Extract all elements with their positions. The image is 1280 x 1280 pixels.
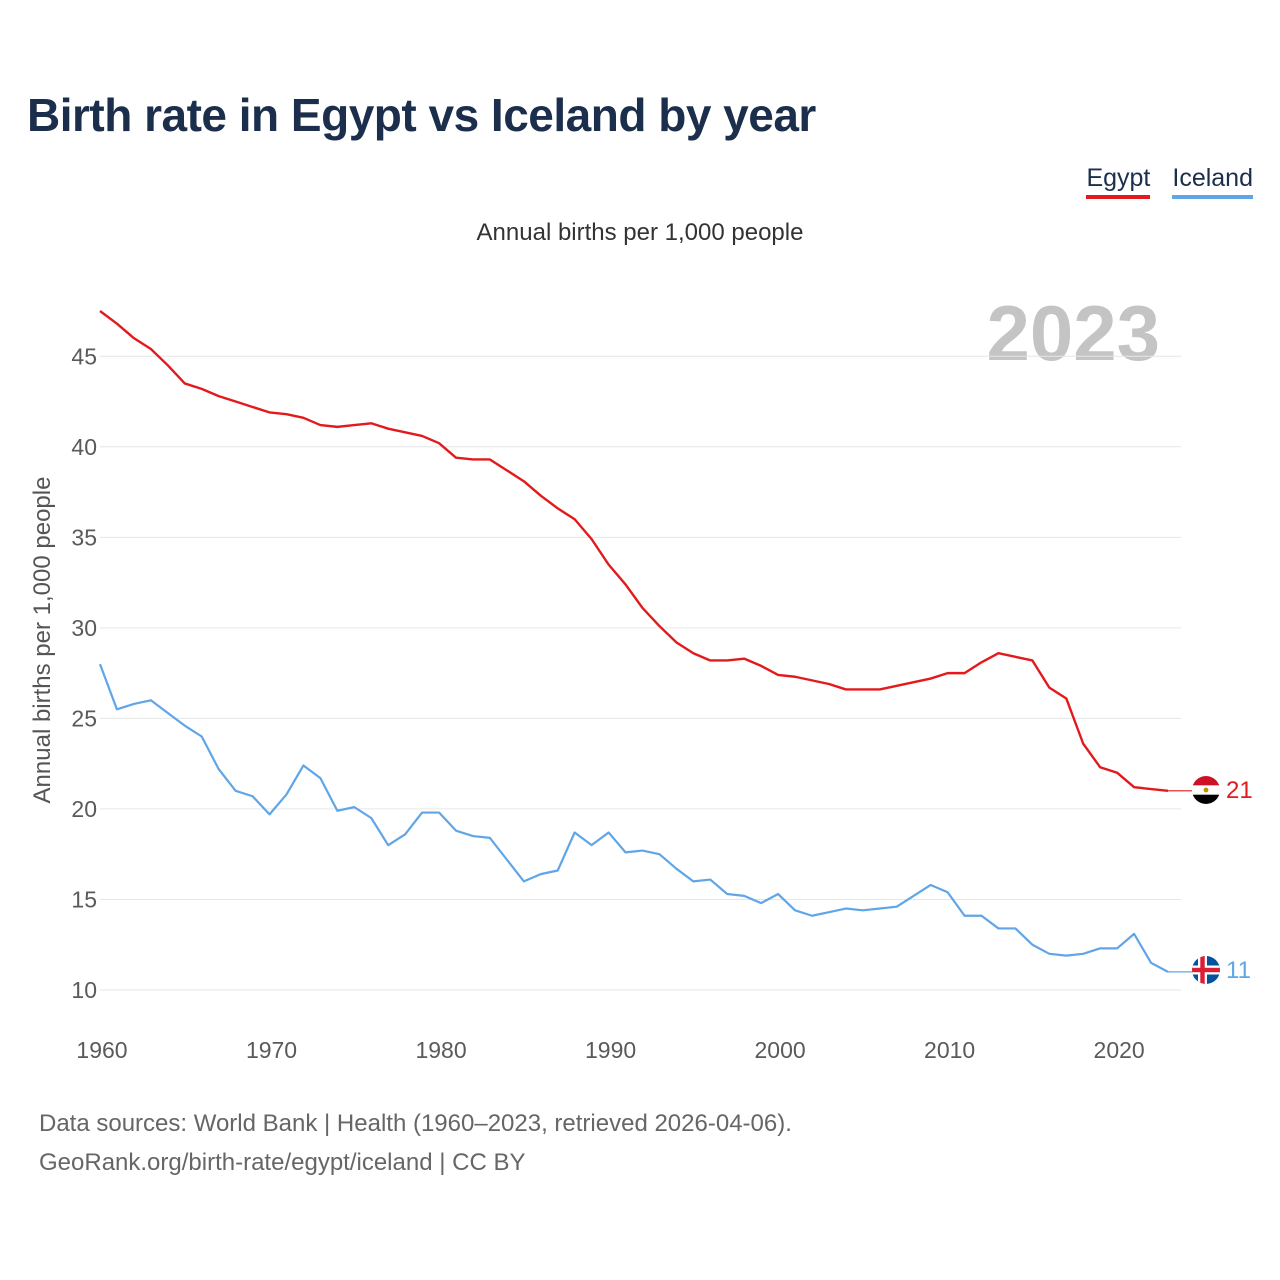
- y-tick-label: 45: [71, 343, 97, 369]
- footer-link[interactable]: GeoRank.org/birth-rate/egypt/iceland | C…: [39, 1149, 526, 1176]
- year-watermark: 2023: [986, 289, 1160, 377]
- end-label-egypt: 21: [1226, 777, 1253, 804]
- egypt-flag-icon: [1192, 776, 1220, 804]
- x-tick-label: 2020: [1094, 1037, 1145, 1063]
- iceland-flag-icon: [1192, 956, 1220, 984]
- x-tick-label: 1970: [246, 1037, 297, 1063]
- y-tick-label: 30: [71, 615, 97, 641]
- x-tick-label: 1990: [585, 1037, 636, 1063]
- x-tick-label: 1980: [415, 1037, 466, 1063]
- x-axis-ticks: 1960 1970 1980 1990 2000 2010 2020: [76, 1037, 1144, 1063]
- x-tick-label: 2010: [924, 1037, 975, 1063]
- x-tick-label: 2000: [755, 1037, 806, 1063]
- y-tick-label: 35: [71, 524, 97, 550]
- chart-subtitle: Annual births per 1,000 people: [477, 219, 804, 246]
- chart-title: Birth rate in Egypt vs Iceland by year: [27, 89, 816, 141]
- y-tick-label: 15: [71, 886, 97, 912]
- end-label-iceland: 11: [1226, 957, 1251, 984]
- y-axis-title: Annual births per 1,000 people: [29, 477, 56, 804]
- y-tick-label: 40: [71, 434, 97, 460]
- legend-item-egypt[interactable]: Egypt: [1086, 164, 1151, 199]
- series-line-egypt: [99, 310, 1169, 793]
- footer: Data sources: World Bank | Health (1960–…: [39, 1104, 792, 1182]
- footer-sources: Data sources: World Bank | Health (1960–…: [39, 1110, 792, 1137]
- gridlines: [100, 355, 1181, 991]
- y-tick-label: 10: [71, 977, 97, 1003]
- x-tick-label: 1960: [76, 1037, 127, 1063]
- legend-item-iceland[interactable]: Iceland: [1172, 164, 1253, 199]
- series-line-iceland: [98, 663, 1169, 973]
- y-axis-ticks: 10 15 20 25 30 35 40 45: [71, 343, 97, 1003]
- y-tick-label: 20: [71, 796, 97, 822]
- legend: Egypt Iceland: [1086, 164, 1253, 199]
- y-tick-label: 25: [71, 705, 97, 731]
